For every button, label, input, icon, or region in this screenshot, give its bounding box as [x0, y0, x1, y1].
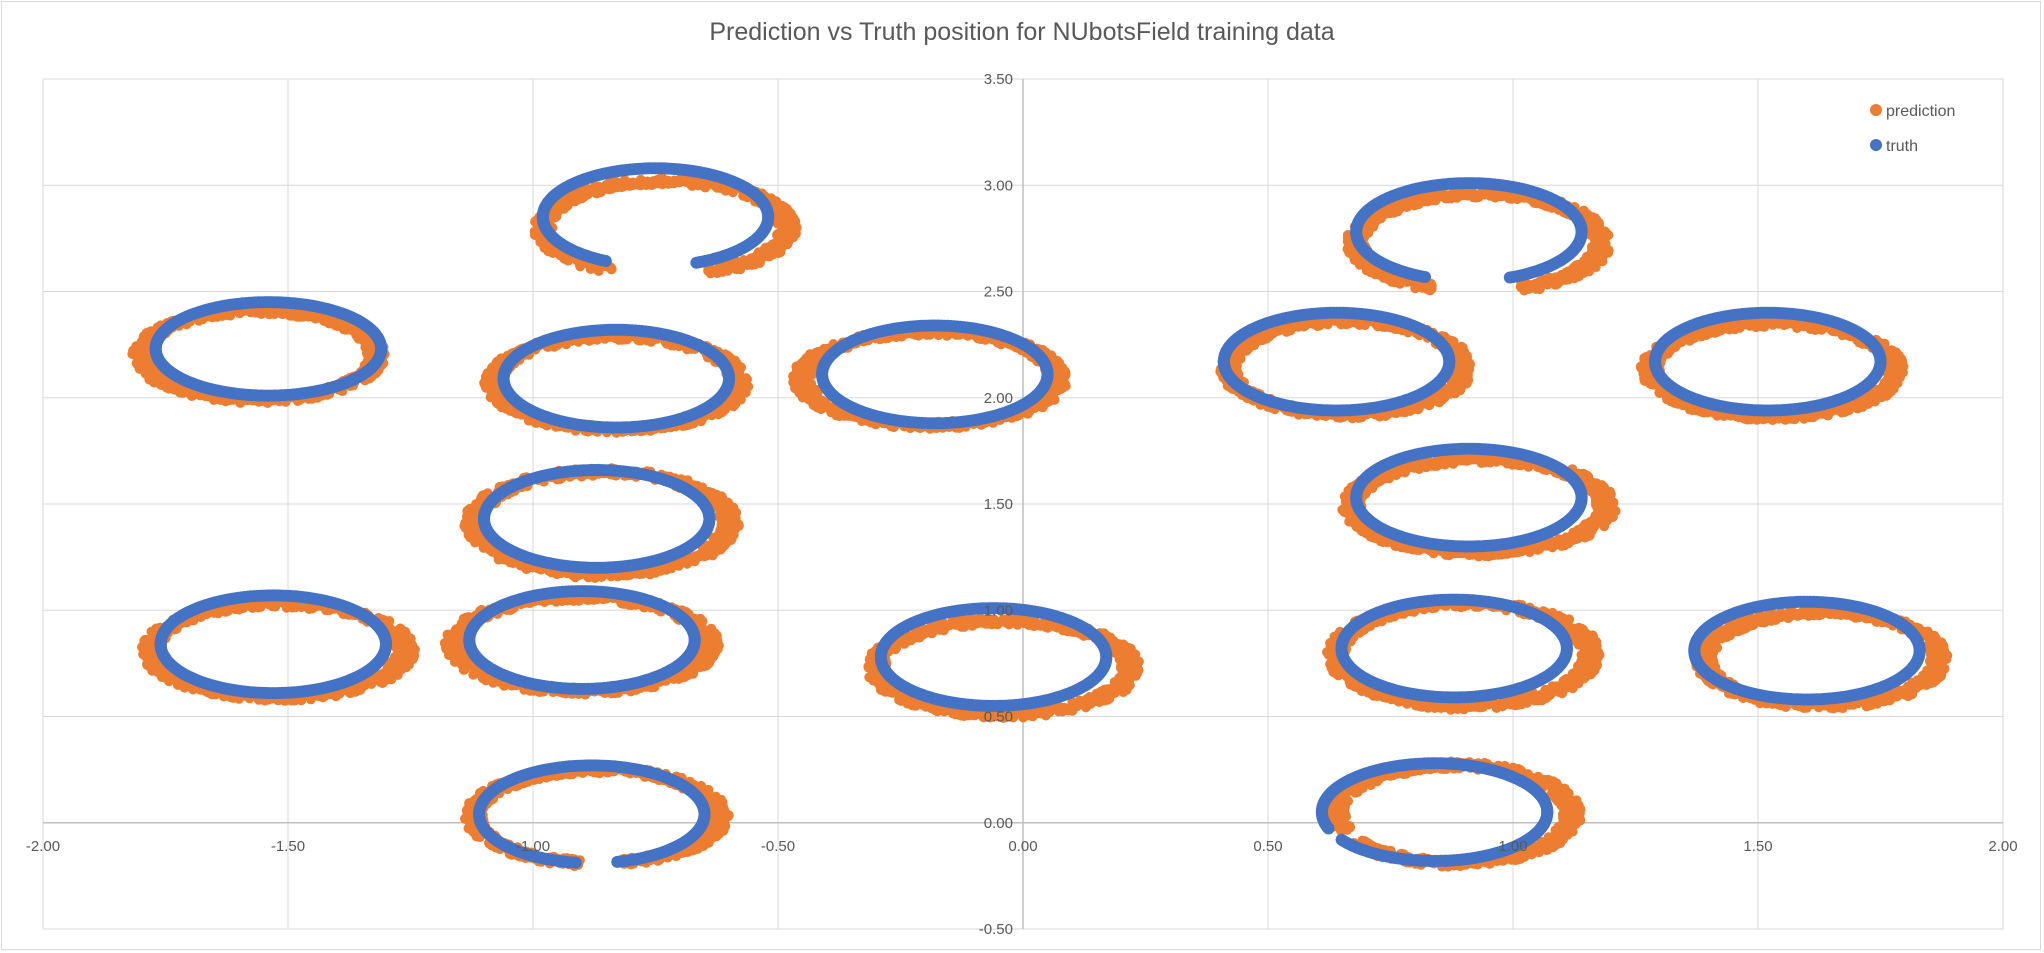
- prediction-point: [716, 520, 727, 531]
- prediction-point: [1896, 366, 1907, 377]
- prediction-point: [186, 391, 197, 401]
- prediction-point: [470, 537, 480, 548]
- chart-title: Prediction vs Truth position for NUbotsF…: [709, 18, 1335, 46]
- prediction-point: [575, 261, 586, 272]
- prediction-point: [547, 248, 558, 258]
- axes: [43, 79, 2003, 929]
- prediction-point: [606, 264, 617, 275]
- prediction-point: [164, 676, 174, 687]
- prediction-series: [127, 173, 1953, 872]
- prediction-point: [1459, 364, 1470, 375]
- prediction-point: [1606, 502, 1617, 513]
- prediction-point: [593, 266, 604, 276]
- prediction-point: [1426, 283, 1437, 294]
- prediction-point: [779, 224, 790, 235]
- prediction-point: [789, 223, 800, 234]
- prediction-point: [740, 380, 751, 391]
- prediction-point: [1456, 341, 1467, 352]
- prediction-point: [1054, 374, 1065, 385]
- prediction-point: [733, 519, 744, 530]
- prediction-point: [1600, 238, 1611, 249]
- prediction-point: [1592, 502, 1603, 513]
- prediction-point: [591, 188, 602, 199]
- prediction-point: [395, 623, 406, 634]
- prediction-point: [561, 339, 572, 350]
